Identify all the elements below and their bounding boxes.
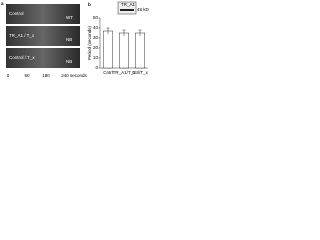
time-unit: seconds bbox=[70, 73, 88, 78]
x-tick-label: Ctrl/T_x bbox=[132, 70, 149, 75]
blot-band bbox=[120, 9, 134, 11]
panel-letter: a bbox=[1, 1, 4, 6]
page: a b TR_A1 48 kD Control WT TR_A1 / T_x NB Co… bbox=[0, 0, 150, 81]
y-tick-label: 10 bbox=[93, 55, 99, 60]
y-tick-label: 20 bbox=[93, 45, 99, 50]
row-label: TR_A1 / T_x bbox=[9, 33, 35, 38]
y-tick-label: 30 bbox=[93, 35, 99, 40]
panel-letter: b bbox=[88, 2, 91, 7]
y-tick-label: 50 bbox=[93, 15, 99, 20]
bar bbox=[118, 32, 129, 69]
blot-size: 48 kD bbox=[137, 7, 150, 12]
kymograph bbox=[6, 4, 80, 24]
figure: a b TR_A1 48 kD Control WT TR_A1 / T_x NB Co… bbox=[1, 1, 150, 78]
y-tick-label: 40 bbox=[93, 25, 99, 30]
y-axis-label: Period (seconds) bbox=[87, 25, 92, 60]
time-label: 60 bbox=[24, 73, 30, 78]
row-tag: NB bbox=[66, 59, 72, 64]
blot-label: TR_A1 bbox=[121, 2, 136, 7]
bar bbox=[102, 30, 113, 69]
bar bbox=[134, 32, 145, 69]
x-tick-label: Cntrl bbox=[103, 70, 113, 75]
row-tag: NB bbox=[66, 37, 72, 42]
row-label: Control bbox=[9, 11, 24, 16]
time-label: 0 bbox=[7, 73, 10, 78]
row-label: Control / T_x bbox=[9, 55, 35, 60]
time-label: 180 bbox=[42, 73, 50, 78]
time-label: 240 bbox=[61, 73, 69, 78]
kymograph bbox=[6, 26, 80, 46]
x-tick-label: TR_A1/T_x bbox=[113, 70, 137, 75]
y-tick-label: 0 bbox=[95, 65, 98, 70]
kymograph bbox=[6, 48, 80, 68]
row-tag: WT bbox=[66, 15, 73, 20]
